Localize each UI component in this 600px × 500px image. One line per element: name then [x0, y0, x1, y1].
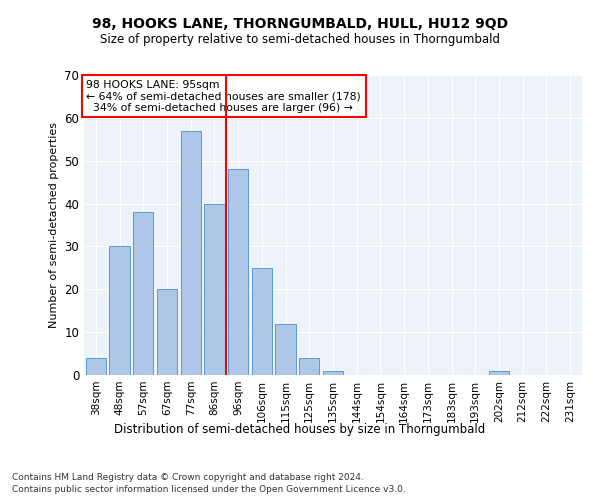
- Bar: [228, 170, 248, 375]
- Bar: [299, 358, 319, 375]
- Bar: [252, 268, 272, 375]
- Bar: [109, 246, 130, 375]
- Bar: [489, 370, 509, 375]
- Text: Contains HM Land Registry data © Crown copyright and database right 2024.: Contains HM Land Registry data © Crown c…: [12, 472, 364, 482]
- Text: Distribution of semi-detached houses by size in Thorngumbald: Distribution of semi-detached houses by …: [115, 422, 485, 436]
- Y-axis label: Number of semi-detached properties: Number of semi-detached properties: [49, 122, 59, 328]
- Text: 98 HOOKS LANE: 95sqm
← 64% of semi-detached houses are smaller (178)
  34% of se: 98 HOOKS LANE: 95sqm ← 64% of semi-detac…: [86, 80, 361, 112]
- Bar: [275, 324, 296, 375]
- Bar: [205, 204, 224, 375]
- Text: Size of property relative to semi-detached houses in Thorngumbald: Size of property relative to semi-detach…: [100, 32, 500, 46]
- Text: Contains public sector information licensed under the Open Government Licence v3: Contains public sector information licen…: [12, 485, 406, 494]
- Bar: [86, 358, 106, 375]
- Bar: [181, 130, 201, 375]
- Text: 98, HOOKS LANE, THORNGUMBALD, HULL, HU12 9QD: 98, HOOKS LANE, THORNGUMBALD, HULL, HU12…: [92, 18, 508, 32]
- Bar: [133, 212, 154, 375]
- Bar: [323, 370, 343, 375]
- Bar: [157, 290, 177, 375]
